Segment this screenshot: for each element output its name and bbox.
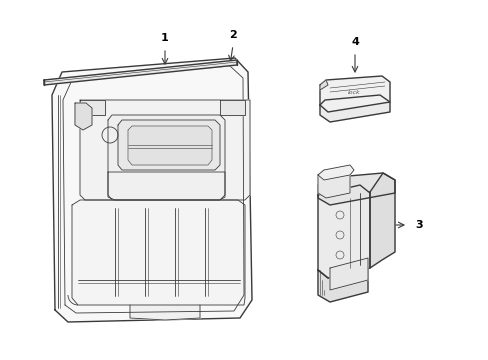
Polygon shape xyxy=(130,305,200,320)
Polygon shape xyxy=(317,173,394,205)
Polygon shape xyxy=(369,173,394,268)
Polygon shape xyxy=(108,115,224,200)
Polygon shape xyxy=(317,268,367,302)
Polygon shape xyxy=(317,168,349,198)
Polygon shape xyxy=(319,95,389,122)
Polygon shape xyxy=(118,120,220,170)
Polygon shape xyxy=(75,103,92,130)
Polygon shape xyxy=(128,126,212,165)
Polygon shape xyxy=(317,165,353,180)
Text: 2: 2 xyxy=(229,30,236,40)
Polygon shape xyxy=(72,200,244,305)
Polygon shape xyxy=(80,100,249,200)
Text: 4: 4 xyxy=(350,37,358,47)
Text: lock: lock xyxy=(347,90,360,94)
Polygon shape xyxy=(52,58,251,322)
Polygon shape xyxy=(317,185,369,278)
Polygon shape xyxy=(329,258,367,290)
Text: 3: 3 xyxy=(414,220,422,230)
Text: 1: 1 xyxy=(161,33,168,43)
Polygon shape xyxy=(44,60,237,85)
Polygon shape xyxy=(220,100,244,115)
Polygon shape xyxy=(108,172,224,200)
Polygon shape xyxy=(80,100,105,115)
Polygon shape xyxy=(319,76,389,112)
Polygon shape xyxy=(319,80,327,90)
